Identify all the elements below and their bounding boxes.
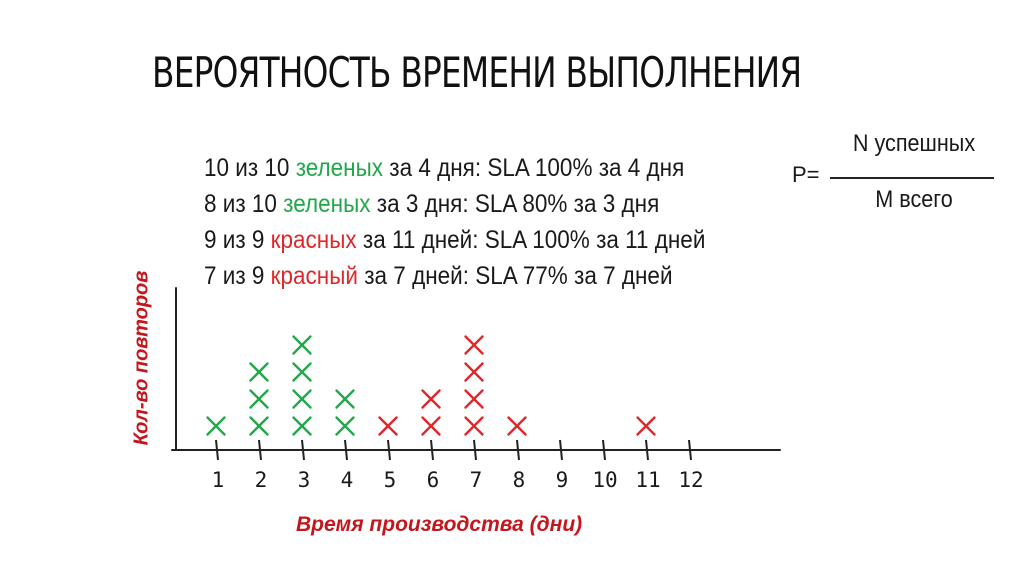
x-tick-5	[387, 439, 391, 461]
sla-line-2-detail: за 3 дня: SLA 80% за 3 дня	[370, 190, 660, 218]
x-axis-label: Время производства (дни)	[296, 513, 583, 536]
x-tick-9	[559, 439, 563, 461]
sla-line-4-color-word: красный	[270, 262, 358, 290]
marker-red-day-7-2	[464, 389, 484, 409]
x-tick-4	[344, 439, 348, 461]
x-tick-7	[473, 439, 477, 461]
formula-numerator: N успешных	[852, 130, 976, 157]
sla-line-3-count: 9 из 9	[204, 226, 271, 254]
marker-green-day-1-1	[206, 416, 226, 436]
marker-red-day-5-1	[378, 416, 398, 436]
sla-line-1-detail: за 4 дня: SLA 100% за 4 дня	[383, 154, 685, 182]
sla-line-2-color-word: зеленых	[283, 190, 371, 218]
x-tick-label-2: 2	[255, 468, 268, 492]
marker-green-day-4-2	[335, 389, 355, 409]
x-tick-label-11: 11	[635, 468, 660, 492]
marker-green-day-3-1	[292, 416, 312, 436]
formula-fraction-bar	[830, 177, 994, 179]
sla-list: 10 из 10 зеленых за 4 дня: SLA 100% за 4…	[204, 150, 761, 294]
marker-green-day-3-3	[292, 362, 312, 382]
x-tick-label-10: 10	[592, 468, 617, 492]
x-tick-11	[645, 439, 649, 461]
marker-red-day-8-1	[507, 416, 527, 436]
marker-red-day-6-2	[421, 389, 441, 409]
probability-formula: P= N успешных M всего	[792, 130, 1002, 220]
marker-green-day-3-4	[292, 335, 312, 355]
marker-green-day-2-3	[249, 362, 269, 382]
slide-title: ВЕРОЯТНОСТЬ ВРЕМЕНИ ВЫПОЛНЕНИЯ	[152, 48, 802, 97]
x-tick-6	[430, 439, 434, 461]
sla-line-3-detail: за 11 дней: SLA 100% за 11 дней	[356, 226, 706, 254]
x-tick-12	[688, 439, 692, 461]
sla-line-4-count: 7 из 9	[204, 262, 271, 290]
x-tick-label-12: 12	[678, 468, 703, 492]
marker-red-day-7-3	[464, 362, 484, 382]
sla-line-1: 10 из 10 зеленых за 4 дня: SLA 100% за 4…	[204, 150, 705, 186]
x-tick-label-4: 4	[341, 468, 354, 492]
x-tick-label-3: 3	[298, 468, 311, 492]
marker-green-day-2-2	[249, 389, 269, 409]
marker-red-day-7-1	[464, 416, 484, 436]
sla-line-1-count: 10 из 10	[204, 154, 296, 182]
x-tick-2	[258, 439, 262, 461]
x-tick-1	[215, 439, 219, 461]
marker-green-day-2-1	[249, 416, 269, 436]
formula-lhs: P=	[792, 162, 820, 187]
x-tick-label-6: 6	[427, 468, 440, 492]
sla-line-3-color-word: красных	[270, 226, 357, 254]
sla-line-4-detail: за 7 дней: SLA 77% за 7 дней	[357, 262, 673, 290]
sla-line-2-count: 8 из 10	[204, 190, 284, 218]
marker-red-day-7-4	[464, 335, 484, 355]
marker-green-day-3-2	[292, 389, 312, 409]
x-tick-3	[301, 439, 305, 461]
marker-red-day-6-1	[421, 416, 441, 436]
x-tick-label-8: 8	[513, 468, 526, 492]
formula-denominator: M всего	[875, 186, 953, 213]
x-tick-label-5: 5	[384, 468, 397, 492]
sla-line-4: 7 из 9 красный за 7 дней: SLA 77% за 7 д…	[204, 258, 705, 294]
marker-green-day-4-1	[335, 416, 355, 436]
x-tick-label-1: 1	[212, 468, 225, 492]
x-tick-10	[602, 439, 606, 461]
sla-line-2: 8 из 10 зеленых за 3 дня: SLA 80% за 3 д…	[204, 186, 705, 222]
marker-red-day-11-1	[636, 416, 656, 436]
sla-line-1-color-word: зеленых	[295, 154, 384, 182]
x-tick-label-7: 7	[470, 468, 483, 492]
x-tick-8	[516, 439, 520, 461]
sla-line-3: 9 из 9 красных за 11 дней: SLA 100% за 1…	[204, 222, 705, 258]
x-tick-label-9: 9	[556, 468, 569, 492]
